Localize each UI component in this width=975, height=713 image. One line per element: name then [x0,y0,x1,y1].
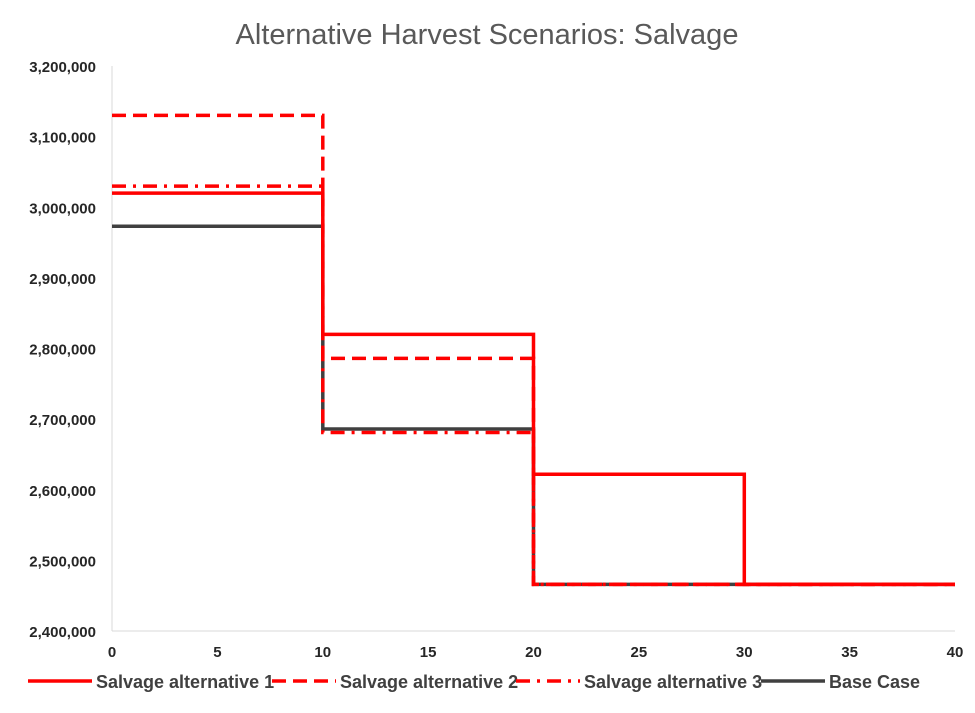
chart-legend: Salvage alternative 1 Salvage alternative… [28,672,920,692]
chart-series-layer [112,113,955,587]
y-tick-label: 3,100,000 [29,130,96,147]
x-tick-label: 5 [213,644,221,661]
legend-item-1: Salvage alternative 1 [28,672,274,692]
legend-label: Salvage alternative 2 [340,672,518,692]
y-tick-label: 2,700,000 [29,412,96,429]
y-tick-label: 3,000,000 [29,200,96,217]
y-tick-label: 2,800,000 [29,342,96,359]
y-tick-label: 2,400,000 [29,624,96,641]
x-tick-label: 15 [420,644,437,661]
x-tick-label: 25 [631,644,648,661]
x-tick-label: 10 [314,644,331,661]
legend-label: Salvage alternative 1 [96,672,274,692]
x-tick-label: 0 [108,644,116,661]
legend-item-2: Salvage alternative 2 [272,672,518,692]
x-tick-label: 35 [841,644,858,661]
x-tick-label: 30 [736,644,753,661]
y-tick-label: 3,200,000 [29,59,96,76]
x-tick-label: 40 [947,644,964,661]
series-line-3 [112,184,955,587]
chart-title: Alternative Harvest Scenarios: Salvage [236,19,739,51]
legend-label: Salvage alternative 3 [584,672,762,692]
chart-axes: 2,400,000 2,500,000 2,600,000 2,700,000 2,80… [29,59,963,661]
y-tick-label: 2,900,000 [29,271,96,288]
legend-item-3: Salvage alternative 3 [516,672,762,692]
y-tick-label: 2,500,000 [29,553,96,570]
series-line-1 [112,191,955,587]
y-tick-label: 2,600,000 [29,483,96,500]
legend-label: Base Case [829,672,920,692]
legend-item-4: Base Case [761,672,920,692]
x-tick-label: 20 [525,644,542,661]
series-line-2 [112,113,955,587]
